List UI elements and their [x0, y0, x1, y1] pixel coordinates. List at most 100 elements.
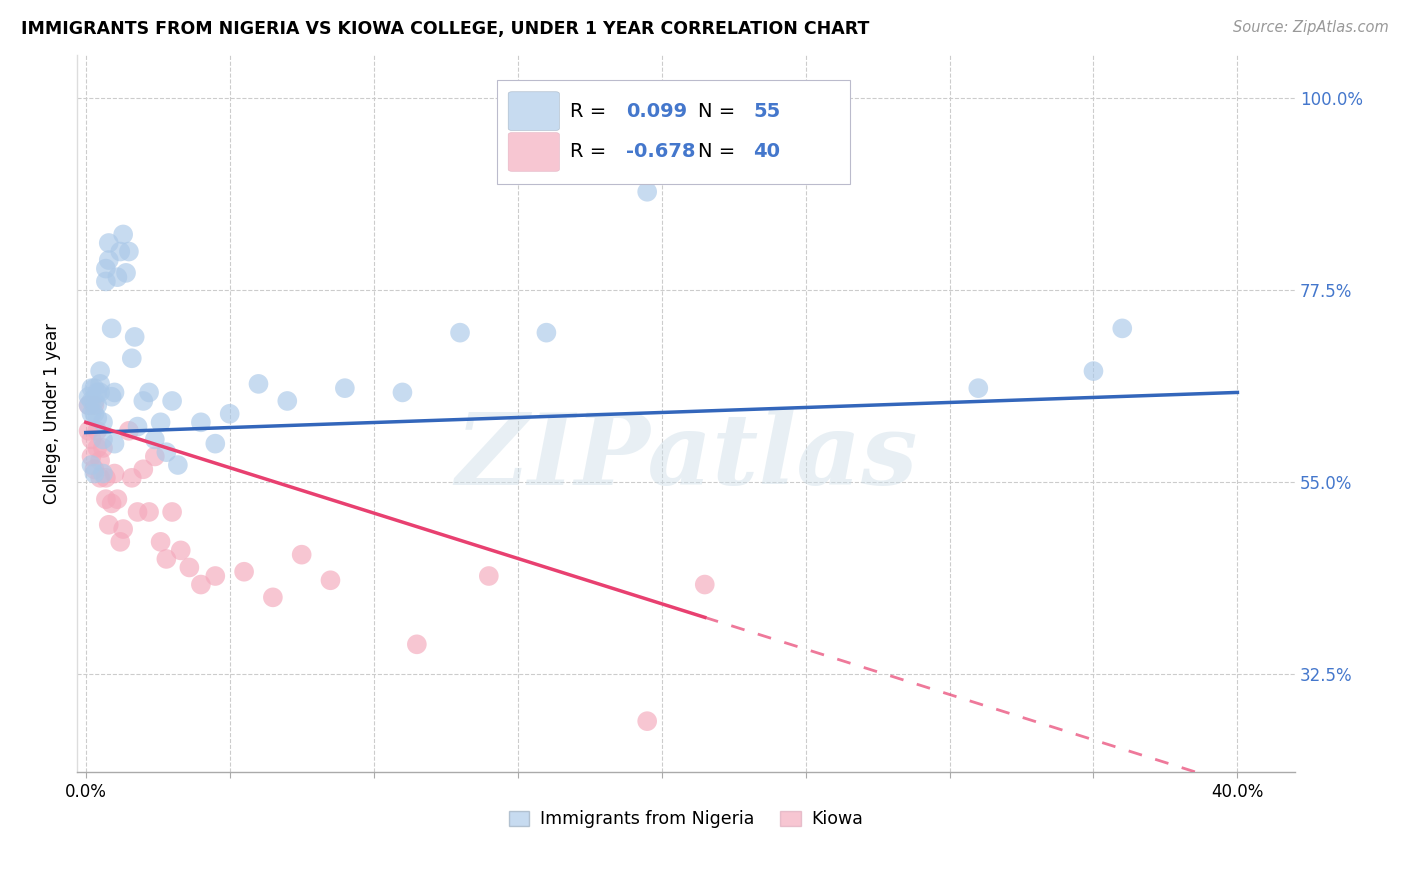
Point [155, 552, 177, 566]
Point [190, 415, 212, 429]
Point [190, 577, 212, 591]
Point [405, 637, 427, 651]
Point [333, 381, 356, 395]
FancyBboxPatch shape [498, 80, 851, 185]
Text: -0.678: -0.678 [627, 143, 696, 161]
Point [80, 433, 103, 447]
Point [94, 471, 117, 485]
Text: 55: 55 [754, 102, 780, 120]
Point [143, 433, 166, 447]
Point [127, 419, 149, 434]
Point [449, 326, 471, 340]
Point [262, 591, 284, 605]
Point [91, 433, 114, 447]
Point [247, 376, 270, 391]
Y-axis label: College, Under 1 year: College, Under 1 year [44, 323, 60, 504]
Point [83, 398, 105, 412]
Point [118, 424, 141, 438]
Point [89, 385, 111, 400]
Point [160, 505, 183, 519]
Point [155, 445, 177, 459]
Point [138, 385, 160, 400]
Point [94, 274, 117, 288]
Point [204, 436, 226, 450]
Point [103, 436, 125, 450]
Point [291, 548, 314, 562]
Point [167, 458, 190, 472]
Point [160, 394, 183, 409]
Point [693, 577, 716, 591]
Point [536, 326, 558, 340]
Text: R =: R = [571, 102, 613, 120]
Point [478, 569, 501, 583]
Point [83, 407, 105, 421]
Point [1083, 364, 1105, 378]
Point [115, 266, 138, 280]
Point [112, 227, 135, 242]
Point [149, 415, 172, 429]
Point [103, 467, 125, 481]
Point [132, 462, 155, 476]
Point [83, 467, 105, 481]
Point [107, 492, 129, 507]
Point [91, 441, 114, 455]
Point [80, 394, 103, 409]
Text: 0.099: 0.099 [627, 102, 688, 120]
Point [89, 376, 111, 391]
Point [86, 411, 108, 425]
Point [967, 381, 990, 395]
Point [86, 441, 108, 455]
Point [103, 385, 125, 400]
Point [110, 534, 132, 549]
Point [179, 560, 201, 574]
Point [1111, 321, 1133, 335]
Text: Source: ZipAtlas.com: Source: ZipAtlas.com [1233, 20, 1389, 35]
Point [97, 253, 120, 268]
Point [97, 517, 120, 532]
Point [77, 398, 100, 412]
Legend: Immigrants from Nigeria, Kiowa: Immigrants from Nigeria, Kiowa [502, 804, 870, 836]
Point [89, 364, 111, 378]
FancyBboxPatch shape [508, 133, 560, 171]
Point [204, 569, 226, 583]
Point [233, 565, 256, 579]
Point [118, 244, 141, 259]
Point [89, 454, 111, 468]
Point [121, 351, 143, 366]
Point [80, 458, 103, 472]
Point [77, 390, 100, 404]
Point [391, 385, 413, 400]
Point [83, 394, 105, 409]
Point [100, 321, 122, 335]
Text: N =: N = [699, 102, 742, 120]
Text: R =: R = [571, 143, 613, 161]
Text: ZIPatlas: ZIPatlas [456, 409, 917, 505]
Point [138, 505, 160, 519]
Point [83, 381, 105, 395]
Point [94, 261, 117, 276]
Point [94, 492, 117, 507]
Point [127, 505, 149, 519]
Text: IMMIGRANTS FROM NIGERIA VS KIOWA COLLEGE, UNDER 1 YEAR CORRELATION CHART: IMMIGRANTS FROM NIGERIA VS KIOWA COLLEGE… [21, 20, 869, 37]
Point [100, 496, 122, 510]
Point [83, 462, 105, 476]
Point [121, 471, 143, 485]
Point [124, 330, 146, 344]
Point [107, 270, 129, 285]
Point [86, 398, 108, 412]
Text: 40: 40 [754, 143, 780, 161]
Point [276, 394, 298, 409]
FancyBboxPatch shape [508, 92, 560, 130]
Point [170, 543, 193, 558]
Point [97, 235, 120, 250]
Point [112, 522, 135, 536]
Point [636, 714, 658, 728]
Point [218, 407, 240, 421]
Point [91, 415, 114, 429]
Point [80, 450, 103, 464]
Point [110, 244, 132, 259]
Point [100, 390, 122, 404]
Point [132, 394, 155, 409]
Point [77, 398, 100, 412]
Point [89, 471, 111, 485]
